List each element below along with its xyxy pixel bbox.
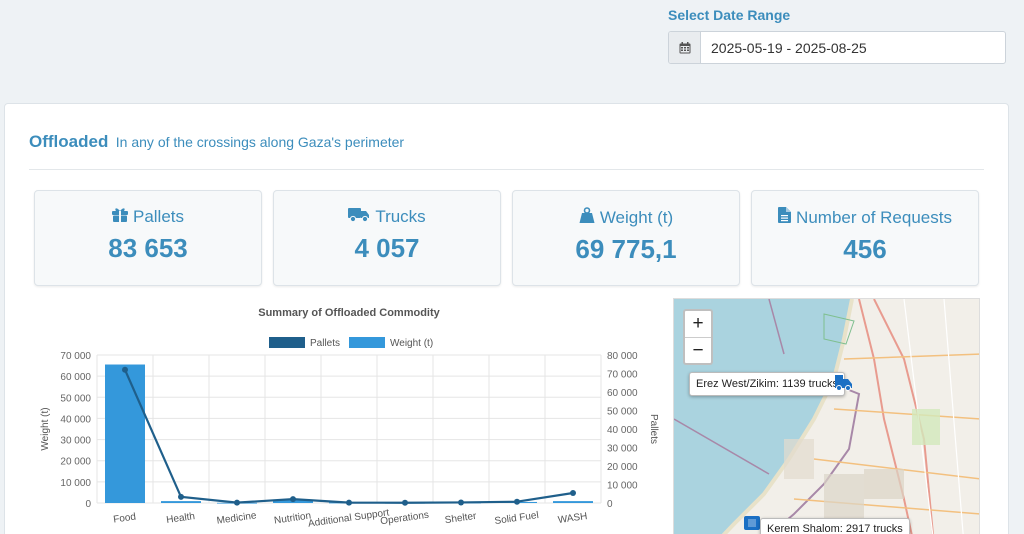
y-tick-label: 30 000 (60, 436, 91, 447)
x-tick-label: Medicine (216, 510, 258, 527)
data-point (514, 498, 520, 505)
y-tick-label: 50 000 (60, 393, 91, 404)
y2-tick-label: 70 000 (607, 370, 638, 381)
pallets-line (123, 369, 574, 504)
y-tick-label: 60 000 (60, 372, 91, 383)
truck-icon[interactable] (744, 516, 762, 534)
map-tiles (674, 299, 979, 534)
data-point (402, 499, 408, 506)
y-tick-label: 20 000 (60, 457, 91, 468)
stat-trucks: Trucks 4 057 (273, 190, 501, 286)
stat-label: Trucks (375, 207, 426, 226)
stat-pallets: Pallets 83 653 (34, 190, 262, 286)
x-tick-label: Solid Fuel (494, 510, 540, 527)
offloaded-card: Offloaded In any of the crossings along … (4, 103, 1009, 534)
date-range-section: Select Date Range 2025-05-19 - 2025-08-2… (668, 7, 1006, 64)
x-tick-label: Shelter (444, 511, 478, 526)
stat-label: Pallets (132, 207, 185, 226)
truck-icon (348, 207, 370, 227)
y2-tick-label: 10 000 (607, 481, 638, 492)
gift-icon (111, 207, 128, 227)
x-tick-label: Health (166, 511, 196, 526)
stat-label: Number of Requests (796, 207, 952, 227)
map-tooltip-erez: Erez West/Zikim: 1139 trucks (689, 372, 846, 396)
y-tick-label: 70 000 (60, 351, 91, 362)
y-axis-label: Weight (t) (40, 407, 51, 450)
legend-label: Pallets (310, 338, 340, 349)
y2-tick-label: 30 000 (607, 444, 638, 455)
stat-value: 456 (843, 234, 887, 264)
legend-label: Weight (t) (390, 338, 433, 349)
commodity-chart: Summary of Offloaded Commodity Pallets Wei… (33, 300, 661, 534)
zoom-out-button[interactable]: − (685, 337, 711, 363)
y2-axis-label: Pallets (648, 414, 659, 444)
date-range-label: Select Date Range (668, 7, 791, 23)
stat-requests: Number of Requests 456 (751, 190, 979, 286)
y-tick-label: 10 000 (60, 478, 91, 489)
data-point (178, 493, 184, 500)
data-point (570, 490, 576, 497)
data-point (122, 366, 128, 373)
crossings-map[interactable]: + − Erez West/Zikim: 1139 trucks Kerem S… (673, 298, 980, 534)
card-header: Offloaded In any of the crossings along … (29, 132, 984, 170)
legend-swatch (269, 337, 305, 348)
document-icon (778, 207, 792, 228)
y2-tick-label: 0 (607, 499, 613, 510)
date-range-input[interactable]: 2025-05-19 - 2025-08-25 (711, 39, 867, 56)
y-tick-label: 40 000 (60, 414, 91, 425)
calendar-icon[interactable] (669, 32, 701, 63)
zoom-in-button[interactable]: + (692, 313, 704, 334)
y2-tick-label: 60 000 (607, 388, 638, 399)
stat-weight: Weight (t) 69 775,1 (512, 190, 740, 286)
zoom-control: + − (683, 309, 713, 365)
data-point (234, 499, 240, 506)
card-subtitle: In any of the crossings along Gaza's per… (115, 134, 405, 150)
truck-icon[interactable] (832, 375, 854, 396)
bar (161, 501, 201, 503)
x-tick-label: WASH (557, 511, 588, 526)
data-point (458, 499, 464, 506)
data-point (290, 496, 296, 503)
y2-tick-label: 20 000 (607, 462, 638, 473)
chart-svg: Summary of Offloaded Commodity Pallets Wei… (40, 307, 659, 530)
date-range-picker[interactable]: 2025-05-19 - 2025-08-25 (668, 31, 1006, 64)
y2-tick-label: 50 000 (607, 407, 638, 418)
bar (553, 501, 593, 503)
x-tick-label: Food (113, 511, 137, 525)
bar (105, 364, 145, 503)
x-tick-label: Additional Support (307, 507, 390, 529)
stat-label: Weight (t) (599, 207, 674, 227)
stat-value: 83 653 (108, 233, 188, 263)
map-tooltip-kerem: Kerem Shalom: 2917 trucks (760, 518, 910, 534)
stat-value: 4 057 (354, 233, 420, 263)
y2-tick-label: 40 000 (607, 425, 638, 436)
data-point (346, 499, 352, 506)
legend-swatch (349, 337, 385, 348)
x-tick-label: Nutrition (273, 510, 311, 526)
weight-icon (579, 207, 595, 228)
chart-title: Summary of Offloaded Commodity (258, 307, 440, 319)
y-tick-label: 0 (85, 499, 91, 510)
card-title: Offloaded (29, 132, 109, 151)
stat-value: 69 775,1 (575, 234, 677, 264)
y2-tick-label: 80 000 (607, 351, 638, 362)
